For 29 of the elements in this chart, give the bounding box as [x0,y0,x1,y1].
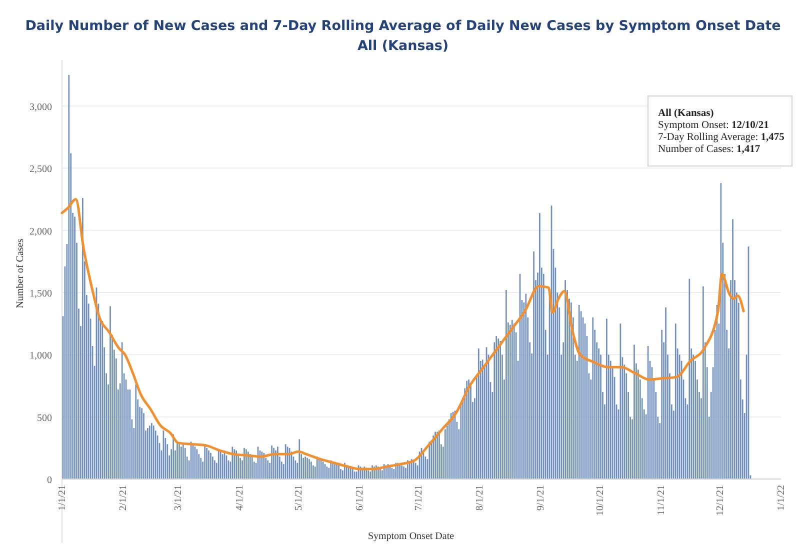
x-axis-title: Symptom Onset Date [368,531,455,542]
x-tick-label: 5/1/21 [293,485,304,511]
x-tick-label: 11/1/21 [656,485,667,516]
y-tick-label: 2,500 [30,164,52,176]
y-tick-label: 1,500 [30,288,52,300]
y-tick-label: 3,000 [30,102,52,114]
annotation: 7-Day Rolling Average: 1,475 [658,132,784,143]
x-tick-label: 8/1/21 [474,485,486,511]
x-tick-label: 6/1/21 [354,485,366,511]
y-tick-label: 2,000 [30,226,52,238]
x-tick-label: 7/1/21 [414,485,425,511]
x-tick-label: 3/1/21 [173,485,184,511]
y-tick-label: 1,000 [30,350,52,362]
x-tick-label: 9/1/21 [536,485,547,511]
chart-title: Daily Number of New Cases and 7-Day Rolling Average of Daily New Cases by Symptom Onset Date [25,18,781,34]
x-tick-label: 12/1/21 [714,485,726,516]
x-tick-label: 2/1/21 [118,485,130,511]
annotation: All (Kansas) [658,108,714,119]
y-tick-label: 500 [37,412,52,424]
x-tick-label: 1/1/22 [776,485,787,511]
annotation: Symptom Onset: 12/10/21 [658,120,769,131]
y-tick-label: 0 [47,475,52,486]
x-tick-label: 1/1/21 [57,485,68,511]
x-tick-label: 10/1/21 [594,485,606,516]
chart-subtitle: All (Kansas) [357,38,449,54]
x-tick-label: 4/1/21 [234,485,246,511]
y-axis-title: Number of Cases [15,238,26,308]
annotation: Number of Cases: 1,417 [658,144,760,155]
line-series [60,198,745,470]
